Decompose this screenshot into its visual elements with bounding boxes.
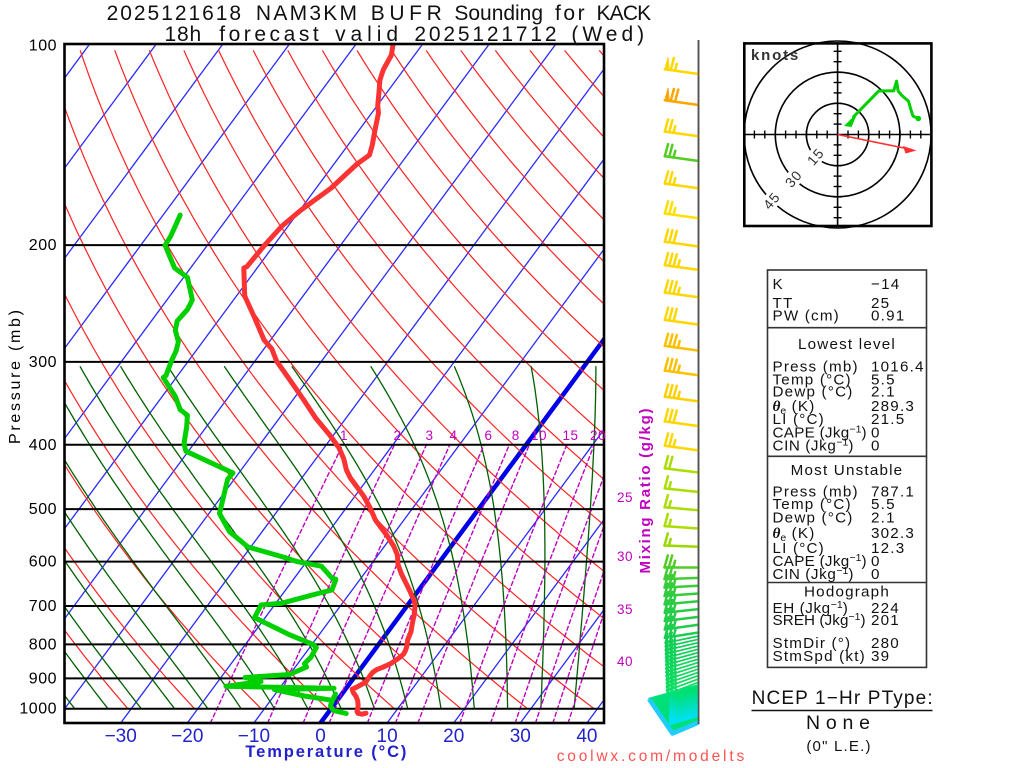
svg-text:0.91: 0.91 [871,308,905,325]
svg-text:8: 8 [512,428,520,443]
svg-text:4: 4 [449,428,457,443]
svg-text:CIN (Jkg−1): CIN (Jkg−1) [773,565,854,583]
svg-text:KACK: KACK [597,2,652,25]
svg-text:2.1: 2.1 [871,384,896,401]
svg-text:15: 15 [562,428,578,443]
svg-text:CAPE (Jkg−1): CAPE (Jkg−1) [773,552,867,570]
svg-text:forecast: forecast [219,23,319,46]
svg-text:LI (°C): LI (°C) [773,411,825,428]
svg-text:Most Unstable: Most Unstable [791,462,904,479]
svg-text:35: 35 [617,602,633,617]
svg-text:coolwx.com/modelts: coolwx.com/modelts [557,748,745,765]
svg-text:(Wed): (Wed) [571,23,644,46]
svg-text:Pressure (mb): Pressure (mb) [7,310,24,444]
svg-text:Sounding: Sounding [454,2,543,25]
svg-text:25: 25 [871,295,890,312]
svg-text:25: 25 [617,490,633,505]
svg-text:1016.4: 1016.4 [871,358,925,375]
svg-text:−20: −20 [171,726,203,747]
svg-text:0: 0 [871,566,881,583]
svg-text:0: 0 [871,553,881,570]
svg-text:40: 40 [576,726,597,747]
svg-text:10: 10 [531,428,547,443]
svg-text:2: 2 [393,428,401,443]
svg-text:280: 280 [871,635,900,652]
svg-text:Temperature (°C): Temperature (°C) [245,743,406,761]
svg-text:6: 6 [484,428,492,443]
svg-text:−14: −14 [871,276,900,293]
svg-text:(0" L.E.): (0" L.E.) [806,738,871,755]
svg-text:knots: knots [751,47,800,64]
svg-text:for: for [555,2,585,25]
svg-text:787.1: 787.1 [871,483,915,500]
svg-text:201: 201 [871,612,900,629]
svg-text:0: 0 [315,726,326,747]
svg-text:1: 1 [340,428,348,443]
svg-text:Temp (°C): Temp (°C) [773,372,852,389]
svg-text:2025121618: 2025121618 [107,2,242,25]
svg-text:EH (Jkg−1): EH (Jkg−1) [773,599,848,617]
svg-text:30: 30 [617,549,633,564]
svg-text:12.3: 12.3 [871,540,905,557]
svg-text:300: 300 [29,354,57,371]
svg-text:30: 30 [510,726,531,747]
svg-text:Press (mb): Press (mb) [773,483,859,500]
svg-text:600: 600 [29,554,57,571]
svg-text:Lowest level: Lowest level [798,336,896,353]
svg-text:Temp (°C): Temp (°C) [773,496,852,513]
svg-text:200: 200 [29,237,57,254]
svg-text:100: 100 [29,38,57,55]
svg-text:3: 3 [425,428,433,443]
svg-text:5.5: 5.5 [871,372,896,389]
svg-text:700: 700 [29,598,57,615]
svg-text:SREH (Jkg−1): SREH (Jkg−1) [773,611,866,629]
svg-text:PW (cm): PW (cm) [773,308,840,325]
svg-text:224: 224 [871,600,900,617]
svg-text:−10: −10 [238,726,270,747]
svg-text:−30: −30 [105,726,137,747]
svg-text:21.5: 21.5 [871,411,905,428]
svg-text:NCEP 1−Hr PType:: NCEP 1−Hr PType: [752,688,933,709]
svg-text:500: 500 [29,501,57,518]
svg-text:2.1: 2.1 [871,510,896,527]
svg-text:StmSpd (kt): StmSpd (kt) [773,648,866,665]
svg-text:LI (°C): LI (°C) [773,540,825,557]
svg-text:20: 20 [443,726,464,747]
svg-text:Dewp (°C): Dewp (°C) [773,384,854,401]
svg-text:400: 400 [29,437,57,454]
svg-text:1000: 1000 [19,701,57,718]
svg-text:Hodograph: Hodograph [804,584,890,601]
svg-text:TT: TT [773,295,794,312]
svg-text:0: 0 [871,424,881,441]
svg-text:CIN (Jkg−1): CIN (Jkg−1) [773,436,854,454]
svg-text:Press (mb): Press (mb) [773,358,859,375]
svg-text:20: 20 [590,428,606,443]
svg-text:θe (K): θe (K) [773,525,816,544]
svg-text:39: 39 [871,648,890,665]
svg-text:θe (K): θe (K) [773,398,816,417]
svg-text:Dewp (°C): Dewp (°C) [773,510,854,527]
svg-text:StmDir (°): StmDir (°) [773,635,852,652]
svg-text:10: 10 [377,726,398,747]
svg-text:900: 900 [29,670,57,687]
svg-text:302.3: 302.3 [871,525,915,542]
svg-text:40: 40 [617,654,633,669]
svg-text:valid: valid [335,23,398,46]
svg-text:NAM3KM: NAM3KM [256,2,357,25]
svg-text:5.5: 5.5 [871,496,896,513]
svg-text:K: K [773,276,784,293]
svg-text:Mixing Ratio (g/kg): Mixing Ratio (g/kg) [637,409,654,574]
svg-text:800: 800 [29,636,57,653]
svg-text:289.3: 289.3 [871,398,915,415]
svg-text:CAPE (Jkg−1): CAPE (Jkg−1) [773,423,867,441]
svg-text:18h: 18h [165,23,202,46]
svg-text:0: 0 [871,437,881,454]
